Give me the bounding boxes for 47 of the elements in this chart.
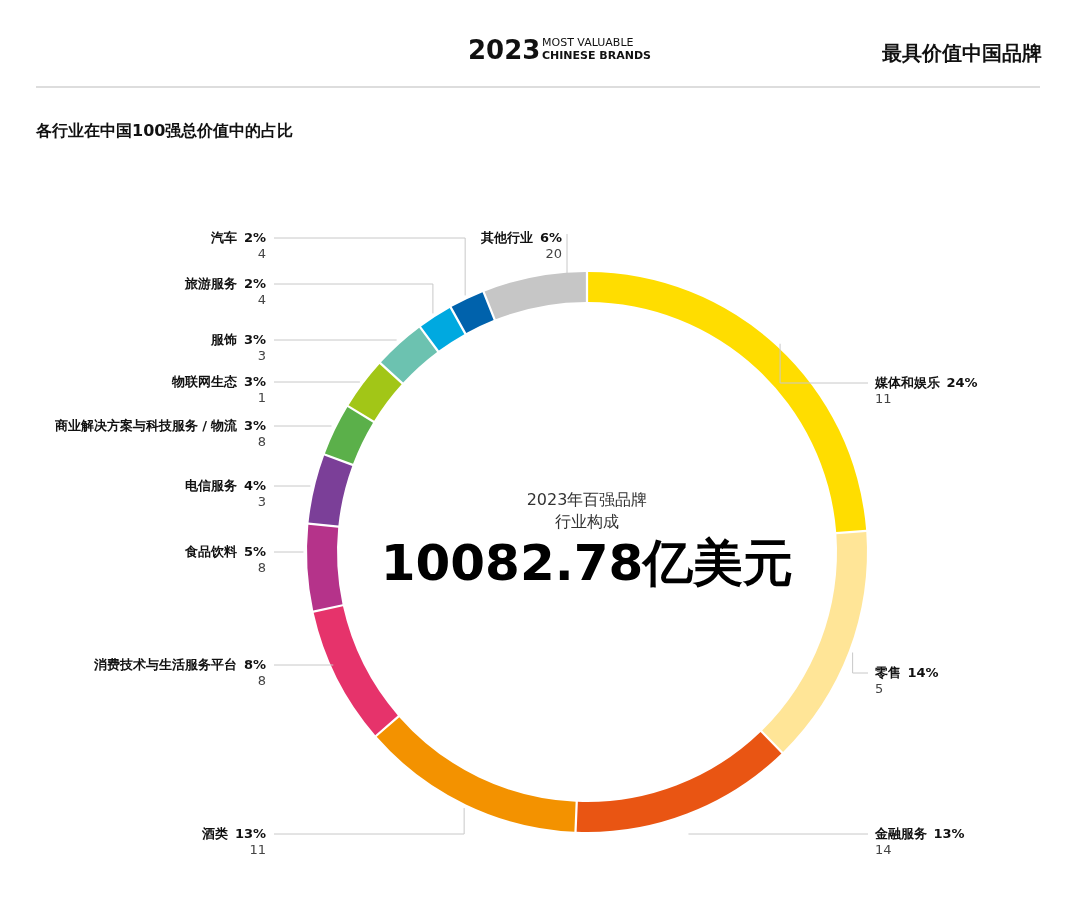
text: 20	[545, 246, 562, 261]
slice-label: 服饰	[211, 332, 238, 347]
text: 11	[875, 391, 892, 406]
slice-label: 媒体和娱乐	[875, 375, 940, 390]
slice-label: 商业解决方案与科技服务 / 物流	[54, 418, 238, 433]
data-label: 3%	[243, 332, 266, 347]
text: 3	[257, 348, 266, 363]
data-label: 6%	[539, 230, 562, 245]
text: 4	[257, 246, 266, 261]
data-label: 4%	[243, 478, 266, 493]
slice-label: 旅游服务	[185, 276, 238, 291]
text: 11	[249, 842, 266, 857]
data-label: 3%	[243, 374, 266, 389]
text: 2023年百强品牌	[526, 490, 648, 509]
text: 1	[257, 390, 266, 405]
slice-label: 食品饮料	[185, 544, 238, 559]
slice-label: 电信服务	[185, 478, 238, 493]
slice-label: 金融服务	[875, 826, 927, 841]
text: 5	[875, 681, 884, 696]
data-label: 5%	[243, 544, 266, 559]
text: 行业构成	[555, 512, 619, 531]
data-label: 3%	[243, 418, 266, 433]
text: 10082.78亿美元	[380, 534, 794, 592]
data-label: 2%	[243, 276, 266, 291]
slice-label: 其他行业	[481, 230, 534, 245]
chart-title: 各行业在中国100强总价值中的占比	[35, 121, 294, 140]
text: 8	[257, 673, 266, 688]
slice-label: 汽车	[211, 230, 238, 245]
data-label: 2%	[243, 230, 266, 245]
text: MOST VALUABLE	[542, 36, 634, 49]
data-label: 13%	[933, 826, 965, 841]
data-label: 8%	[243, 657, 266, 672]
text: 8	[257, 560, 266, 575]
text: 2023	[468, 35, 541, 65]
text: 8	[257, 434, 266, 449]
chart-subtitle: 最具价值中国品牌	[881, 41, 1042, 65]
data-label: 14%	[907, 665, 939, 680]
data-label: 24%	[946, 375, 978, 390]
text: 4	[257, 292, 266, 307]
slice-label: 消费技术与生活服务平台	[94, 657, 238, 672]
text: 3	[257, 494, 266, 509]
text: CHINESE BRANDS	[542, 49, 652, 62]
text: 14	[875, 842, 892, 857]
data-label: 13%	[234, 826, 266, 841]
slice-label: 物联网生态	[172, 374, 238, 389]
slice-label: 零售	[875, 665, 901, 680]
slice-label: 酒类	[202, 826, 229, 841]
